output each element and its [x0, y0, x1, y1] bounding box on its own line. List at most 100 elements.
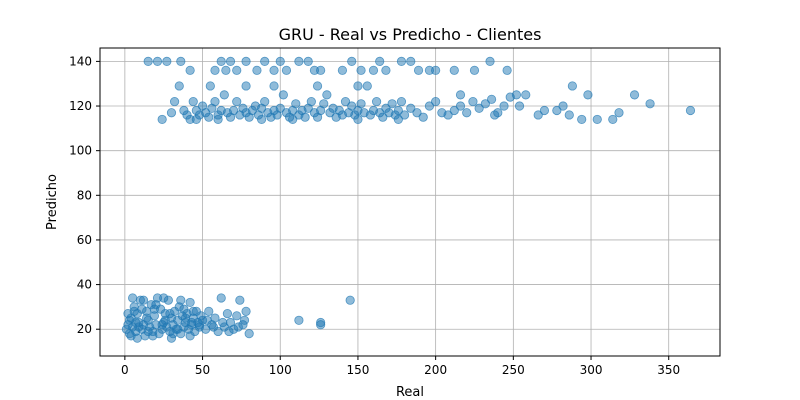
data-point [486, 94, 497, 104]
data-point [269, 81, 279, 91]
data-point [449, 105, 459, 116]
data-point [469, 65, 480, 75]
data-point [143, 56, 153, 66]
data-point [244, 329, 254, 339]
data-point [485, 56, 495, 66]
data-point [235, 295, 245, 305]
data-point [213, 114, 223, 125]
data-point [371, 96, 382, 107]
data-point [294, 56, 304, 66]
data-point [340, 96, 351, 107]
data-point [218, 317, 228, 328]
data-point [406, 103, 416, 113]
data-point [275, 56, 285, 66]
data-point [152, 56, 163, 66]
data-point [449, 65, 459, 75]
y-tick-label: 20 [77, 322, 92, 336]
data-point [162, 56, 172, 66]
data-point [269, 65, 279, 75]
data-point [185, 297, 195, 308]
x-tick-label: 150 [346, 363, 369, 377]
data-point [222, 308, 233, 319]
data-point [468, 96, 478, 107]
data-point [300, 112, 310, 122]
data-point [241, 306, 251, 316]
data-point [194, 320, 205, 330]
data-point [381, 65, 391, 75]
data-point [205, 81, 215, 91]
y-axis-label: Predicho [45, 174, 60, 230]
data-point [176, 56, 186, 66]
data-point [229, 105, 239, 116]
x-tick-label: 50 [195, 363, 210, 377]
data-point [216, 56, 226, 66]
x-tick-label: 0 [121, 363, 129, 377]
data-point [202, 315, 212, 325]
data-point [169, 96, 180, 107]
data-point [221, 65, 231, 75]
data-point [180, 313, 191, 323]
y-tick-label: 40 [77, 278, 92, 292]
data-point [455, 90, 466, 100]
data-point [288, 114, 298, 125]
data-point [137, 304, 147, 314]
data-point [204, 112, 214, 122]
data-point [378, 112, 388, 122]
data-point [241, 56, 251, 66]
data-point [564, 110, 574, 120]
y-tick-label: 100 [69, 144, 92, 158]
data-point [306, 96, 316, 107]
data-point [260, 96, 270, 107]
x-tick-label: 200 [424, 363, 447, 377]
data-point [502, 65, 512, 75]
data-point [406, 56, 416, 66]
data-point [577, 114, 587, 125]
data-point [138, 295, 149, 305]
data-point [151, 300, 161, 310]
data-point [126, 331, 136, 341]
data-point [188, 306, 198, 316]
x-tick-label: 250 [502, 363, 525, 377]
data-point [424, 101, 435, 111]
data-point [645, 99, 655, 109]
data-point [281, 65, 292, 75]
data-points [121, 56, 696, 343]
data-point [232, 65, 242, 75]
data-point [443, 110, 453, 120]
data-point [499, 101, 509, 111]
data-point [322, 90, 332, 100]
data-point [191, 114, 201, 125]
data-point [511, 90, 522, 100]
data-point [685, 105, 696, 116]
data-point [185, 65, 195, 75]
y-axis: 20 40 60 80 100 120 140 [69, 54, 100, 336]
data-point [368, 65, 379, 75]
data-point [514, 101, 525, 111]
data-point [413, 65, 424, 75]
data-point [431, 96, 441, 107]
data-point [159, 293, 169, 303]
data-point [521, 90, 531, 100]
data-point [319, 99, 329, 109]
data-point [533, 110, 543, 120]
data-point [142, 313, 152, 323]
data-point [168, 329, 178, 339]
data-point [347, 101, 357, 111]
data-point [257, 114, 267, 125]
data-point [552, 105, 562, 116]
data-point [412, 108, 422, 118]
data-point [210, 96, 220, 107]
data-point [455, 101, 466, 111]
data-point [239, 315, 250, 325]
data-point [418, 112, 428, 122]
x-axis-label: Real [396, 385, 424, 400]
data-point [131, 317, 141, 328]
data-point [347, 56, 357, 66]
x-tick-label: 300 [580, 363, 603, 377]
data-point [188, 96, 198, 107]
data-point [474, 103, 484, 113]
data-point [567, 81, 577, 91]
data-point [303, 56, 313, 66]
x-axis: 0 50 100 150 200 250 300 350 [121, 356, 680, 377]
data-point [353, 114, 363, 125]
